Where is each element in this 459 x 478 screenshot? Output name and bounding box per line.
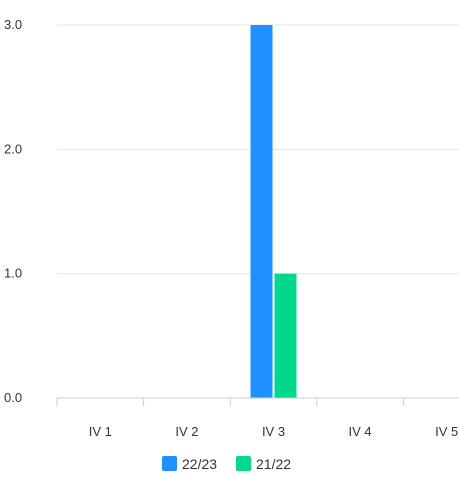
bar-21/22-IV 3	[274, 273, 297, 398]
x-tick-label: IV 2	[175, 424, 198, 439]
legend-label-21/22: 21/22	[256, 456, 291, 472]
legend-swatch-21/22	[236, 456, 251, 471]
x-tick-label: IV 1	[89, 424, 112, 439]
x-tick-label: IV 3	[262, 424, 285, 439]
x-tick-label: IV 5	[435, 424, 458, 439]
y-axis-tick-labels: 0.0 1.0 2.0 3.0	[4, 17, 22, 405]
y-tick-label: 0.0	[4, 390, 22, 405]
bar-22/23-IV 3	[250, 25, 273, 398]
y-tick-label: 2.0	[4, 141, 22, 156]
legend-label-22/23: 22/23	[182, 456, 217, 472]
x-tick-label: IV 4	[349, 424, 372, 439]
y-tick-label: 1.0	[4, 266, 22, 281]
legend-swatch-22/23	[162, 456, 177, 471]
bars	[250, 25, 297, 398]
x-axis: IV 1 IV 2 IV 3 IV 4 IV 5	[56, 397, 459, 439]
y-tick-label: 3.0	[4, 17, 22, 32]
legend: 22/23 21/22	[162, 456, 291, 472]
